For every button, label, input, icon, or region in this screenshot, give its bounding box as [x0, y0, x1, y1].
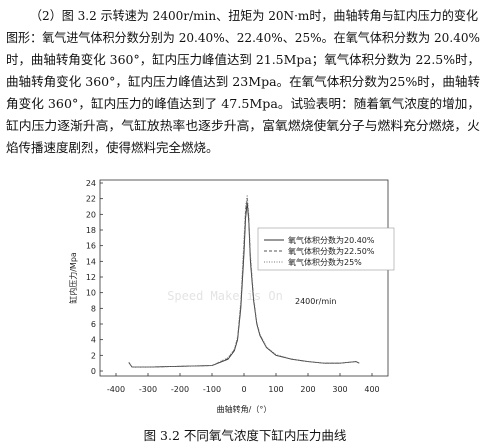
legend-box — [257, 227, 395, 271]
caption: 图 3.2 不同氧气浓度下缸内压力曲线 — [144, 428, 347, 443]
y-tick-label: 2 — [91, 351, 96, 360]
plot-frame — [99, 179, 389, 377]
legend-label: 氧气体积分数为22.50% — [288, 246, 375, 256]
y-tick-label: 22 — [86, 195, 96, 204]
y-tick-label: 6 — [91, 320, 96, 329]
y-tick-label: 14 — [86, 257, 96, 266]
y-tick-label: 0 — [91, 367, 96, 376]
x-tick-label: 200 — [300, 385, 315, 394]
x-tick-label: -100 — [203, 385, 221, 394]
y-tick-label: 10 — [86, 289, 96, 298]
paragraph-line: 角变化 360°，缸内压力的峰值达到了 47.5Mpa。试验表明：随着氧气浓度的… — [6, 96, 480, 111]
x-axis-label: 曲轴转角/（°） — [217, 404, 272, 414]
line-series — [128, 198, 360, 368]
paragraph-line: 缸内压力逐渐升高，气缸放热率也逐步升高，富氧燃烧使氧分子与燃料充分燃烧，火 — [6, 118, 480, 133]
y-axis-label: 缸内压力/Mpa — [68, 252, 78, 304]
y-tick-label: 8 — [91, 304, 96, 313]
paragraph-line: 时，曲轴转角变化 360°，缸内压力峰值达到 21.5Mpa；氧气体积分数为 2… — [6, 52, 480, 67]
x-tick-label: -400 — [107, 385, 125, 394]
x-tick-label: 300 — [332, 385, 347, 394]
paragraph-line: 焰传播速度剧烈，使得燃料完全燃烧。 — [6, 140, 219, 155]
line-series — [128, 202, 360, 368]
legend-label: 氧气体积分数为20.40% — [288, 235, 375, 245]
legend-label: 氧气体积分数为25% — [288, 257, 362, 267]
y-tick-label: 18 — [86, 226, 96, 235]
x-tick-label: 400 — [364, 385, 379, 394]
y-tick-label: 20 — [86, 210, 96, 219]
y-tick-label: 4 — [91, 336, 96, 345]
annotation: 2400r/min — [295, 297, 336, 306]
x-tick-label: 100 — [268, 385, 283, 394]
paragraph-line: （2）图 3.2 示转速为 2400r/min、扭矩为 20N·m时，曲轴转角与… — [30, 8, 478, 23]
watermark: Speed Make is On — [167, 289, 283, 303]
x-tick-label: -200 — [171, 385, 189, 394]
paragraph-line: 图形：氧气进气体积分数分别为 20.40%、22.40%、25%。在氧气体积分数… — [6, 30, 480, 45]
x-tick-label: -300 — [139, 385, 157, 394]
y-tick-label: 24 — [86, 179, 96, 188]
line-series — [128, 194, 360, 368]
y-tick-label: 12 — [86, 273, 96, 282]
y-tick-label: 16 — [86, 242, 96, 251]
x-tick-label: 0 — [241, 385, 246, 394]
paragraph-line: 曲轴转角变化 360°，缸内压力峰值达到 23Mpa。在氧气体积分数为25%时，… — [6, 74, 480, 89]
